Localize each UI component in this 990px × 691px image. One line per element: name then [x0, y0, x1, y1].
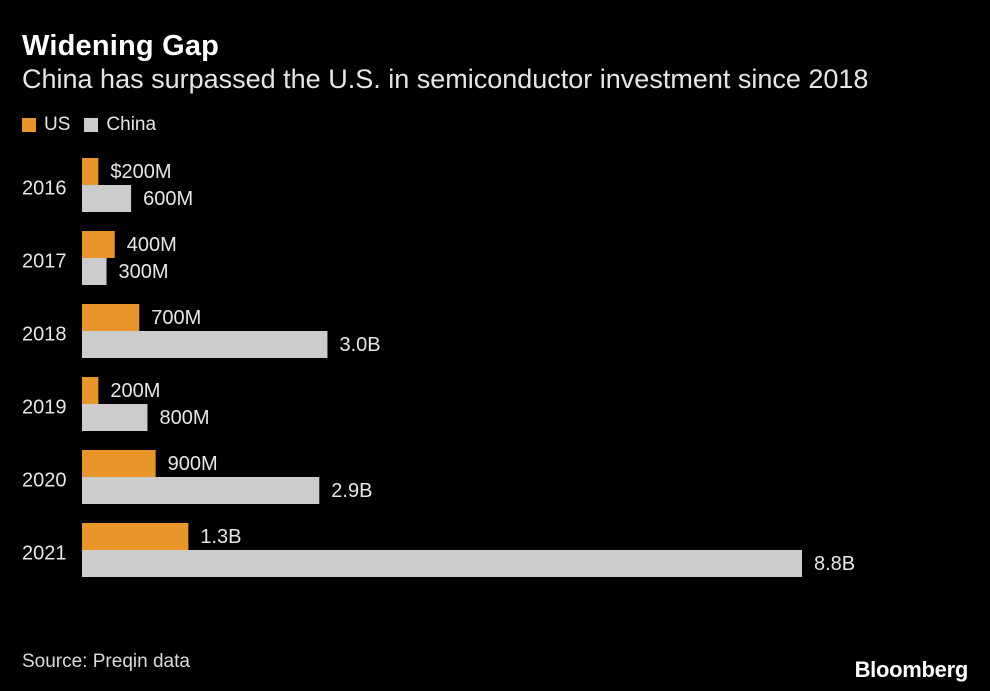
legend: US China	[22, 114, 170, 136]
bar-us-2019	[82, 377, 99, 404]
bar-us-2020	[82, 450, 156, 477]
data-label-china-2020: 2.9B	[331, 480, 372, 502]
data-label-china-2021: 8.8B	[814, 553, 855, 575]
data-label-china-2019: 800M	[159, 407, 209, 429]
chart-title: Widening Gap	[22, 30, 220, 62]
category-label-2018: 2018	[22, 323, 67, 345]
legend-item-us: US	[22, 114, 70, 136]
bar-china-2018	[82, 331, 328, 358]
category-label-2020: 2020	[22, 469, 67, 491]
data-label-us-2019: 200M	[110, 380, 160, 402]
data-label-us-2016: $200M	[110, 161, 171, 183]
bloomberg-logo: Bloomberg	[854, 657, 969, 682]
bar-china-2019	[82, 404, 148, 431]
legend-label-china: China	[106, 114, 157, 135]
chart-subtitle: China has surpassed the U.S. in semicond…	[22, 64, 869, 94]
bar-us-2017	[82, 231, 115, 258]
legend-swatch-us	[22, 118, 36, 132]
bar-china-2021	[82, 550, 802, 577]
source-note: Source: Preqin data	[22, 651, 190, 672]
category-label-2021: 2021	[22, 542, 67, 564]
bar-us-2016	[82, 158, 99, 185]
data-label-us-2018: 700M	[151, 307, 201, 329]
data-label-china-2016: 600M	[143, 188, 193, 210]
data-label-us-2020: 900M	[168, 453, 218, 475]
bar-china-2017	[82, 258, 107, 285]
category-label-2017: 2017	[22, 250, 67, 272]
bar-us-2018	[82, 304, 140, 331]
category-label-2016: 2016	[22, 177, 67, 199]
legend-swatch-china	[84, 118, 99, 132]
data-label-china-2017: 300M	[119, 261, 169, 283]
legend-label-us: US	[44, 114, 71, 135]
bar-china-2020	[82, 477, 320, 504]
bar-us-2021	[82, 523, 189, 550]
data-label-china-2018: 3.0B	[339, 334, 380, 356]
bar-china-2016	[82, 185, 132, 212]
data-label-us-2021: 1.3B	[200, 526, 241, 548]
legend-item-china: China	[84, 114, 156, 136]
category-label-2019: 2019	[22, 396, 67, 418]
data-label-us-2017: 400M	[127, 234, 177, 256]
